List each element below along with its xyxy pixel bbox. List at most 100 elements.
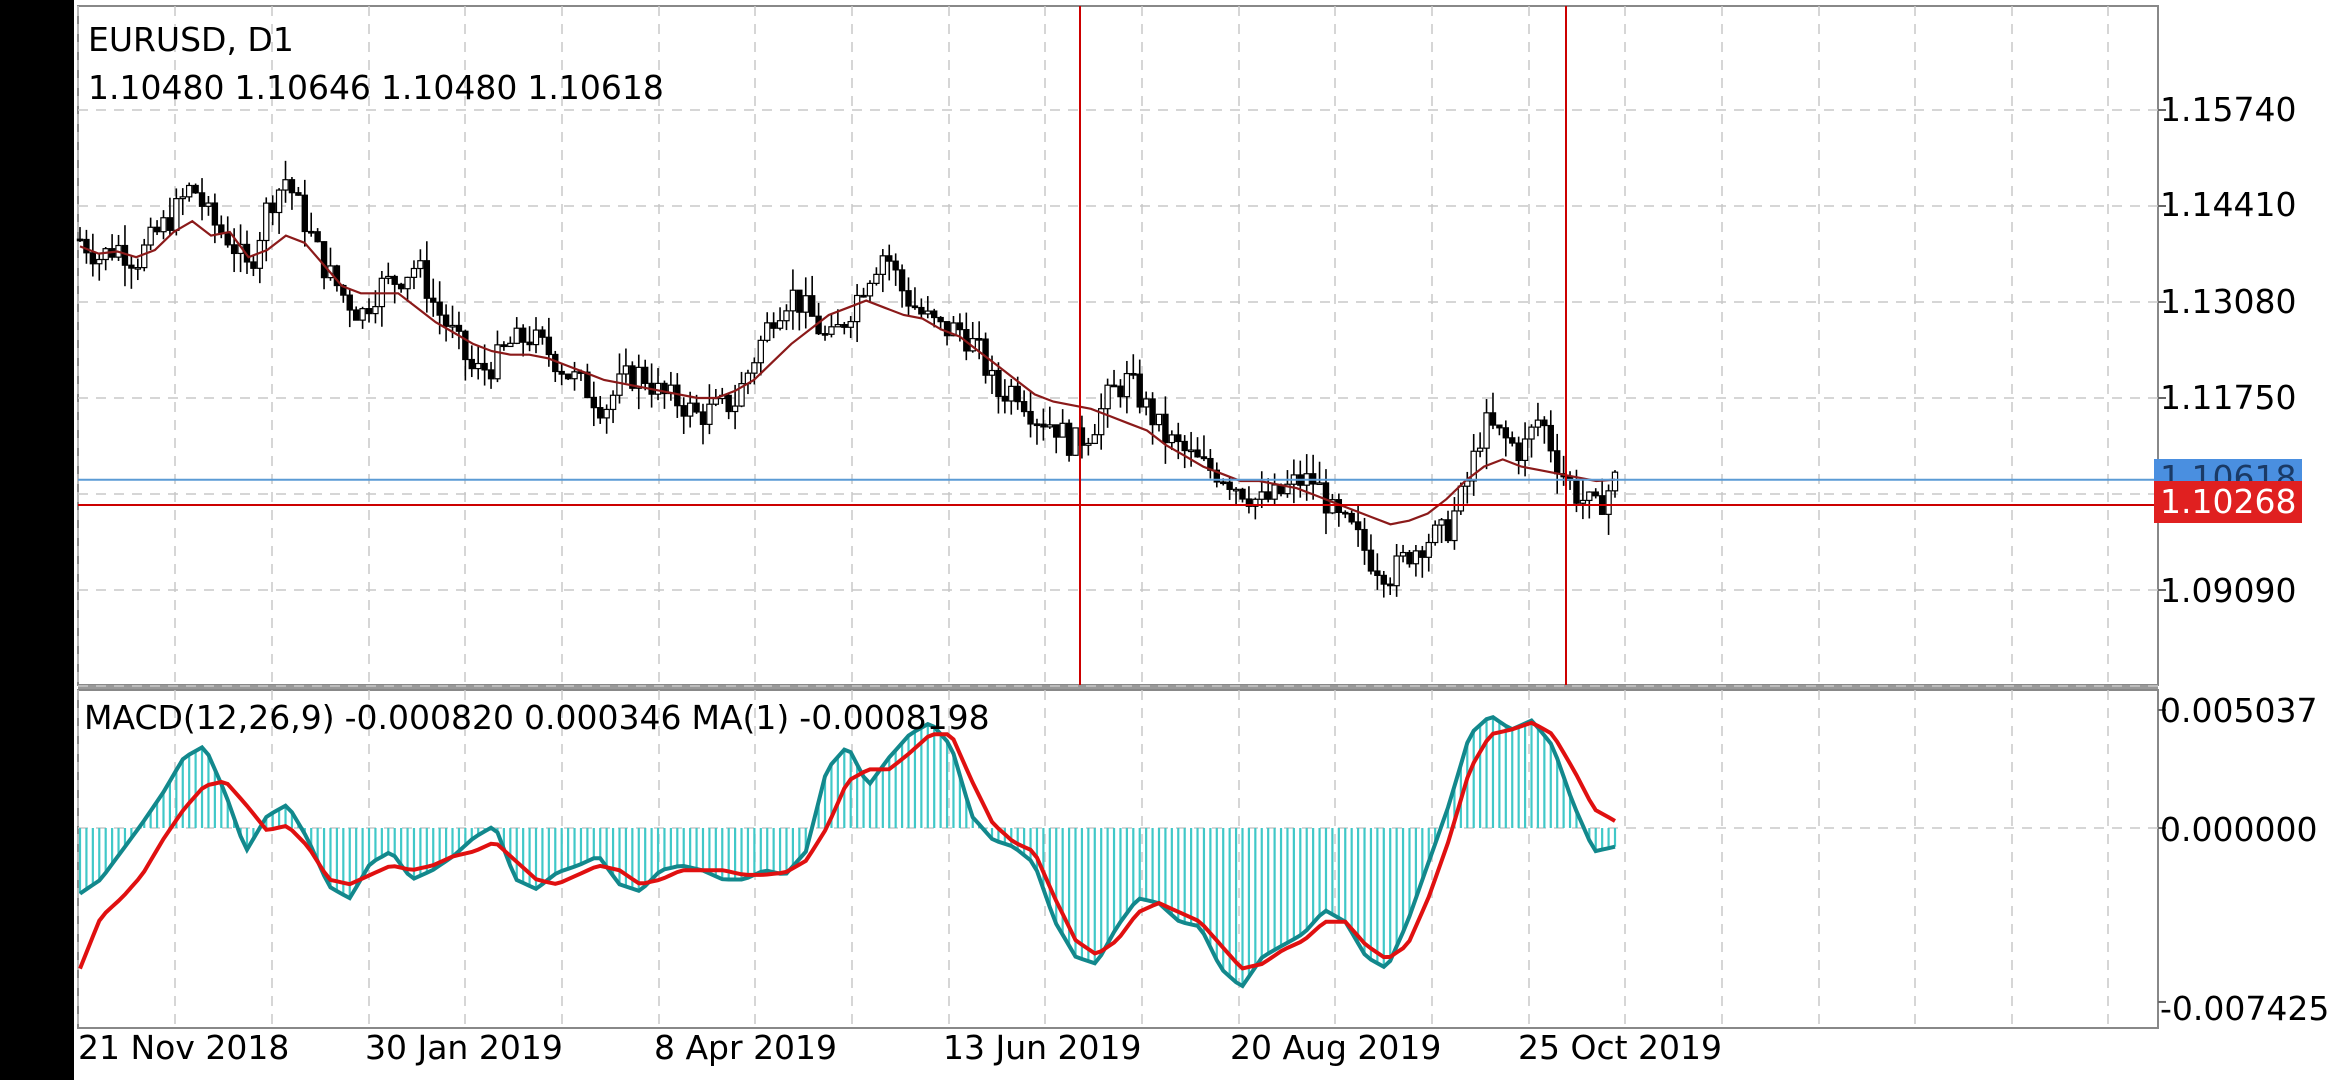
candle: [853, 284, 861, 343]
candle-body: [1232, 488, 1240, 492]
candle: [950, 316, 957, 337]
candle-body: [436, 301, 443, 316]
candle: [1316, 461, 1323, 486]
candle-body: [346, 294, 353, 311]
candle-body: [738, 383, 745, 407]
candle: [1252, 497, 1259, 520]
candle: [468, 345, 475, 378]
candle-body: [629, 365, 636, 389]
candle-body: [507, 342, 514, 348]
candle-body: [725, 394, 732, 413]
candle-body: [988, 369, 996, 376]
candle: [507, 336, 514, 348]
candle-body: [802, 295, 809, 313]
candle: [230, 228, 238, 273]
candle-body: [931, 310, 938, 319]
time-tick-label: 30 Jan 2019: [365, 1028, 563, 1067]
candle-body: [308, 230, 315, 234]
candle-body: [1194, 449, 1201, 458]
candle: [153, 220, 161, 236]
candle: [372, 290, 379, 324]
candle-body: [545, 336, 553, 356]
ohlc-high: 1.10646: [234, 68, 371, 107]
candle: [911, 287, 919, 310]
candle-body: [757, 339, 764, 364]
candle: [108, 234, 116, 261]
candle-body: [841, 324, 848, 328]
candle: [198, 178, 206, 221]
candle-body: [1155, 413, 1163, 426]
candle-body: [1547, 424, 1554, 452]
candle: [1342, 510, 1349, 519]
candle-body: [500, 344, 508, 348]
candle-body: [1162, 413, 1169, 444]
candle: [558, 362, 565, 386]
candle-body: [250, 261, 257, 269]
candle: [1470, 434, 1477, 496]
candle-body: [519, 327, 527, 343]
candle: [776, 307, 784, 331]
candle: [1181, 435, 1188, 469]
macd-signal-value: 0.000346: [524, 698, 682, 737]
macd-ma-label: MA(1): [691, 698, 790, 737]
candle-body: [853, 294, 861, 323]
candle: [1001, 379, 1009, 414]
candle-body: [622, 365, 630, 375]
candle-body: [224, 231, 231, 246]
candle-body: [661, 382, 668, 395]
candle: [481, 344, 488, 386]
candle-body: [1239, 488, 1246, 500]
candle-body: [179, 196, 186, 200]
ohlc-open: 1.10480: [88, 68, 225, 107]
candle: [295, 186, 302, 196]
candle: [609, 390, 617, 424]
candle-body: [1374, 570, 1381, 576]
candle-body: [1573, 479, 1580, 504]
candle: [552, 350, 559, 382]
candle-body: [1252, 498, 1259, 507]
candle-body: [1476, 447, 1484, 452]
candle: [1547, 410, 1554, 463]
candle: [597, 396, 604, 424]
macd-main-line: [78, 715, 1616, 989]
candle: [796, 289, 803, 331]
candle: [571, 361, 578, 391]
candle: [706, 384, 713, 435]
candle-body: [282, 179, 289, 191]
candle: [1496, 424, 1503, 436]
candle: [725, 394, 732, 420]
candle-body: [1059, 422, 1066, 438]
candle-body: [1406, 551, 1413, 565]
candle: [250, 254, 257, 277]
candle: [359, 306, 366, 329]
candle: [924, 296, 931, 319]
candle: [1387, 577, 1394, 596]
candle: [1245, 486, 1253, 514]
candle: [539, 326, 546, 345]
candle: [995, 362, 1002, 414]
candle: [1053, 424, 1060, 454]
candle: [1091, 423, 1098, 445]
price-candles: [76, 160, 1619, 598]
candle: [1406, 550, 1413, 568]
candle-body: [1104, 384, 1111, 410]
candle: [96, 253, 103, 281]
candle-body: [192, 184, 199, 194]
candle: [121, 225, 129, 287]
candle: [821, 325, 829, 341]
candle: [1130, 354, 1137, 380]
candle: [1097, 393, 1105, 450]
candle: [385, 262, 392, 285]
candle-body: [134, 267, 142, 270]
candle-body: [770, 322, 777, 329]
candle-body: [558, 370, 565, 375]
candle-body: [487, 369, 495, 380]
candle: [1213, 462, 1220, 488]
candle-body: [141, 244, 148, 269]
candle-body: [783, 310, 790, 322]
candle-body: [751, 362, 758, 374]
symbol-title: EURUSD, D1: [88, 20, 294, 59]
candle: [1142, 391, 1150, 416]
candle: [1380, 570, 1387, 598]
